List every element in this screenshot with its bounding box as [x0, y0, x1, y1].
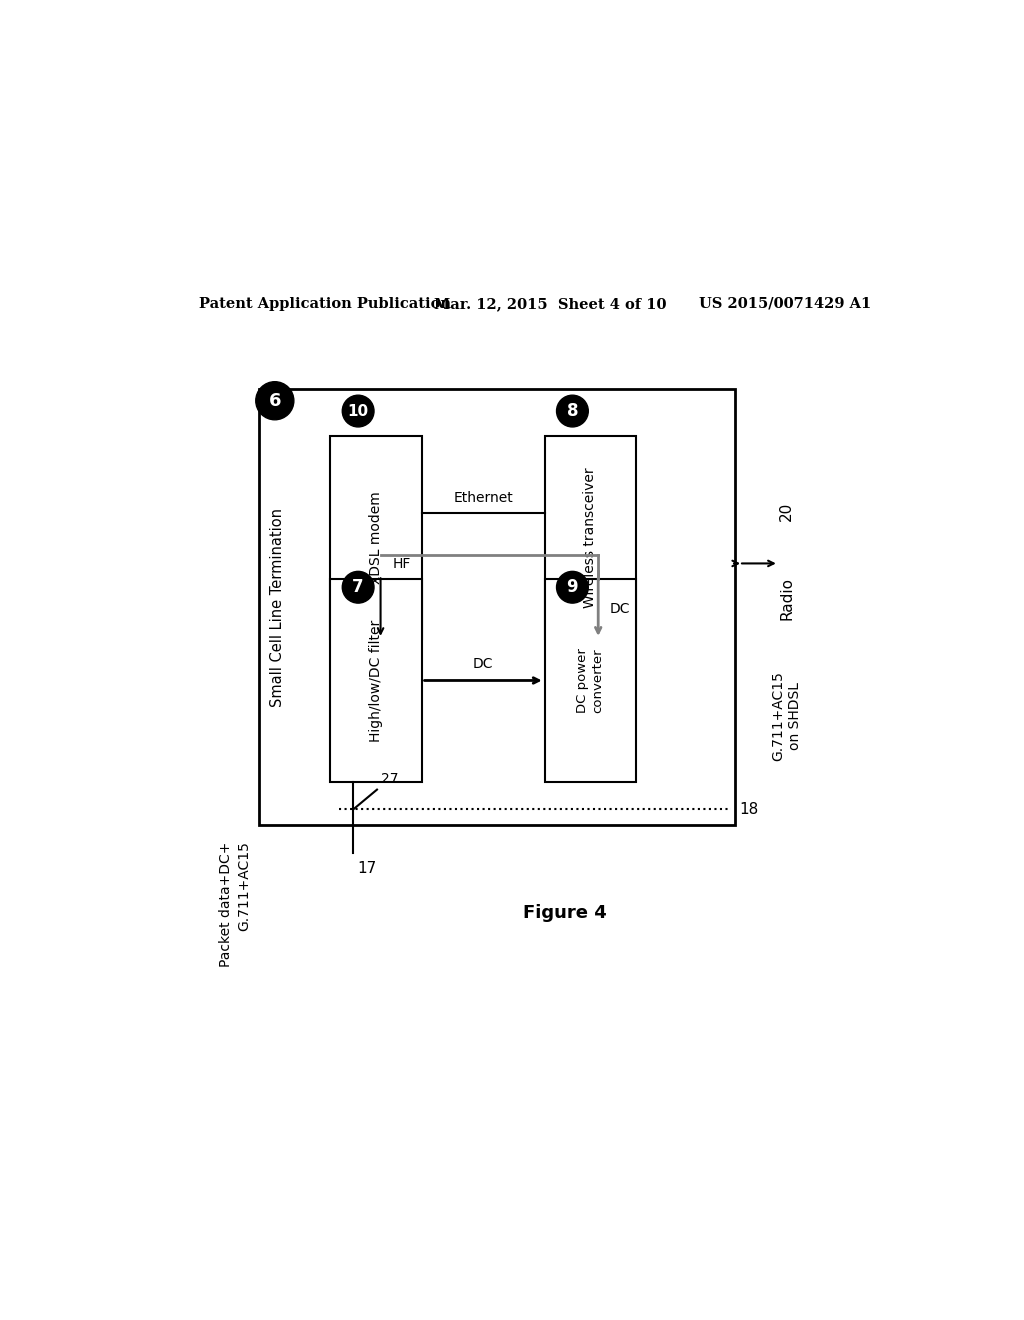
Bar: [331, 437, 422, 639]
Text: DC power
converter: DC power converter: [577, 648, 604, 713]
Text: Mar. 12, 2015  Sheet 4 of 10: Mar. 12, 2015 Sheet 4 of 10: [433, 297, 666, 312]
Text: Patent Application Publication: Patent Application Publication: [200, 297, 452, 312]
Circle shape: [256, 381, 294, 420]
Bar: [545, 437, 636, 639]
Circle shape: [342, 572, 374, 603]
Text: 20: 20: [779, 502, 795, 520]
Text: High/low/DC filter: High/low/DC filter: [369, 619, 383, 742]
Text: DC: DC: [473, 657, 494, 671]
Circle shape: [557, 395, 588, 426]
Text: 9: 9: [566, 578, 579, 597]
Text: G.711+AC15
on SHDSL: G.711+AC15 on SHDSL: [771, 672, 803, 762]
Text: xDSL modem: xDSL modem: [369, 491, 383, 583]
Bar: [545, 579, 636, 781]
Text: Radio: Radio: [779, 577, 795, 620]
Bar: [259, 389, 735, 825]
Text: Small Cell Line Termination: Small Cell Line Termination: [269, 508, 285, 706]
Text: 18: 18: [739, 803, 759, 817]
Circle shape: [342, 395, 374, 426]
Text: Packet data+DC+
G.711+AC15: Packet data+DC+ G.711+AC15: [218, 841, 251, 966]
Text: 6: 6: [268, 392, 281, 409]
Text: HF: HF: [392, 557, 411, 572]
Text: 27: 27: [381, 772, 398, 785]
Text: Ethernet: Ethernet: [454, 491, 513, 506]
Text: DC: DC: [610, 602, 631, 616]
Text: 17: 17: [357, 861, 377, 876]
Text: 10: 10: [347, 404, 369, 418]
Text: 8: 8: [566, 403, 579, 420]
Bar: [331, 579, 422, 781]
Text: US 2015/0071429 A1: US 2015/0071429 A1: [699, 297, 871, 312]
Text: Figure 4: Figure 4: [522, 904, 606, 921]
Text: 7: 7: [352, 578, 364, 597]
Circle shape: [557, 572, 588, 603]
Text: Wireless transceiver: Wireless transceiver: [584, 467, 597, 609]
